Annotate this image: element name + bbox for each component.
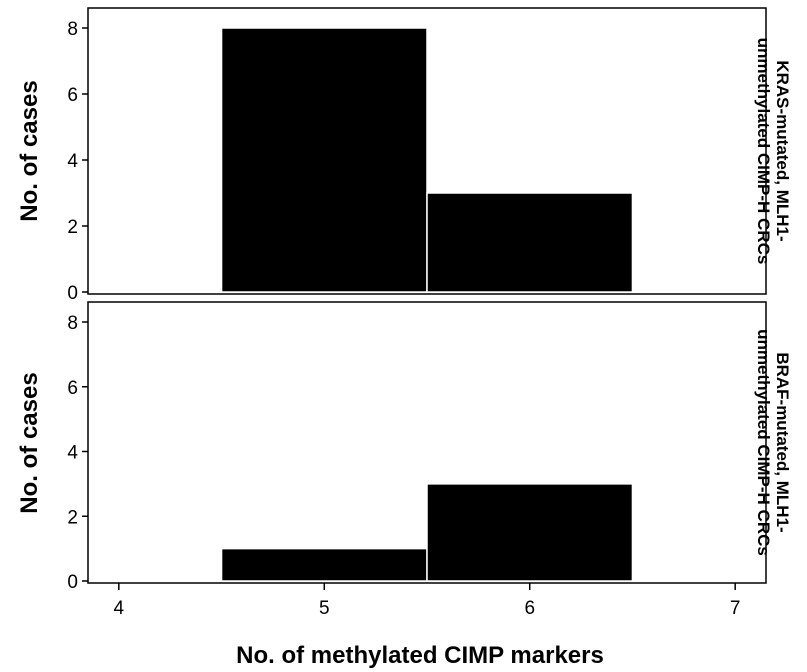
y-tick-label: 4 (67, 443, 78, 464)
histogram-bar (220, 547, 428, 582)
y-tick-label: 6 (67, 85, 78, 106)
strip-label-line: BRAF-mutated, MLH1- (773, 352, 792, 532)
x-tick-label: 4 (114, 598, 125, 619)
y-tick-label: 0 (67, 572, 78, 593)
y-tick-label: 8 (67, 19, 78, 40)
x-tick-label: 5 (319, 598, 330, 619)
y-axis-title: No. of cases (16, 372, 43, 513)
strip-label-line: KRAS-mutated, MLH1- (773, 60, 792, 241)
y-tick-label: 6 (67, 378, 78, 399)
x-tick-label: 6 (524, 598, 535, 619)
y-tick-label: 2 (67, 217, 78, 238)
histogram-bar (426, 483, 634, 582)
strip-label-line: unmethylated CIMP-H CRCs (754, 38, 773, 265)
x-axis: 4 5 6 7 (114, 583, 741, 619)
y-tick-label: 8 (67, 313, 78, 334)
panel-braf: 0 2 4 6 8 No. of cases BRAF-mutated, MLH1-unme… (16, 301, 792, 593)
y-axis-title: No. of cases (16, 80, 43, 221)
y-tick-label: 0 (67, 283, 78, 304)
panel-kras: 0 2 4 6 8 No. of cases KRAS-mutated, MLH1-unme… (16, 7, 792, 304)
y-tick-label: 4 (67, 151, 78, 172)
strip-label-line: unmethylated CIMP-H CRCs (754, 329, 773, 556)
histogram-bar (220, 27, 428, 293)
y-tick-label: 2 (67, 507, 78, 528)
panel-frame (87, 7, 767, 295)
panel-frame (87, 301, 767, 584)
x-tick-label: 7 (730, 598, 741, 619)
panel-strip-label: BRAF-mutated, MLH1-unmethylated CIMP-H C… (754, 329, 792, 556)
x-axis-title: No. of methylated CIMP markers (236, 642, 604, 669)
panel-strip-label: KRAS-mutated, MLH1-unmethylated CIMP-H C… (754, 38, 792, 265)
histogram-bar (426, 192, 634, 293)
